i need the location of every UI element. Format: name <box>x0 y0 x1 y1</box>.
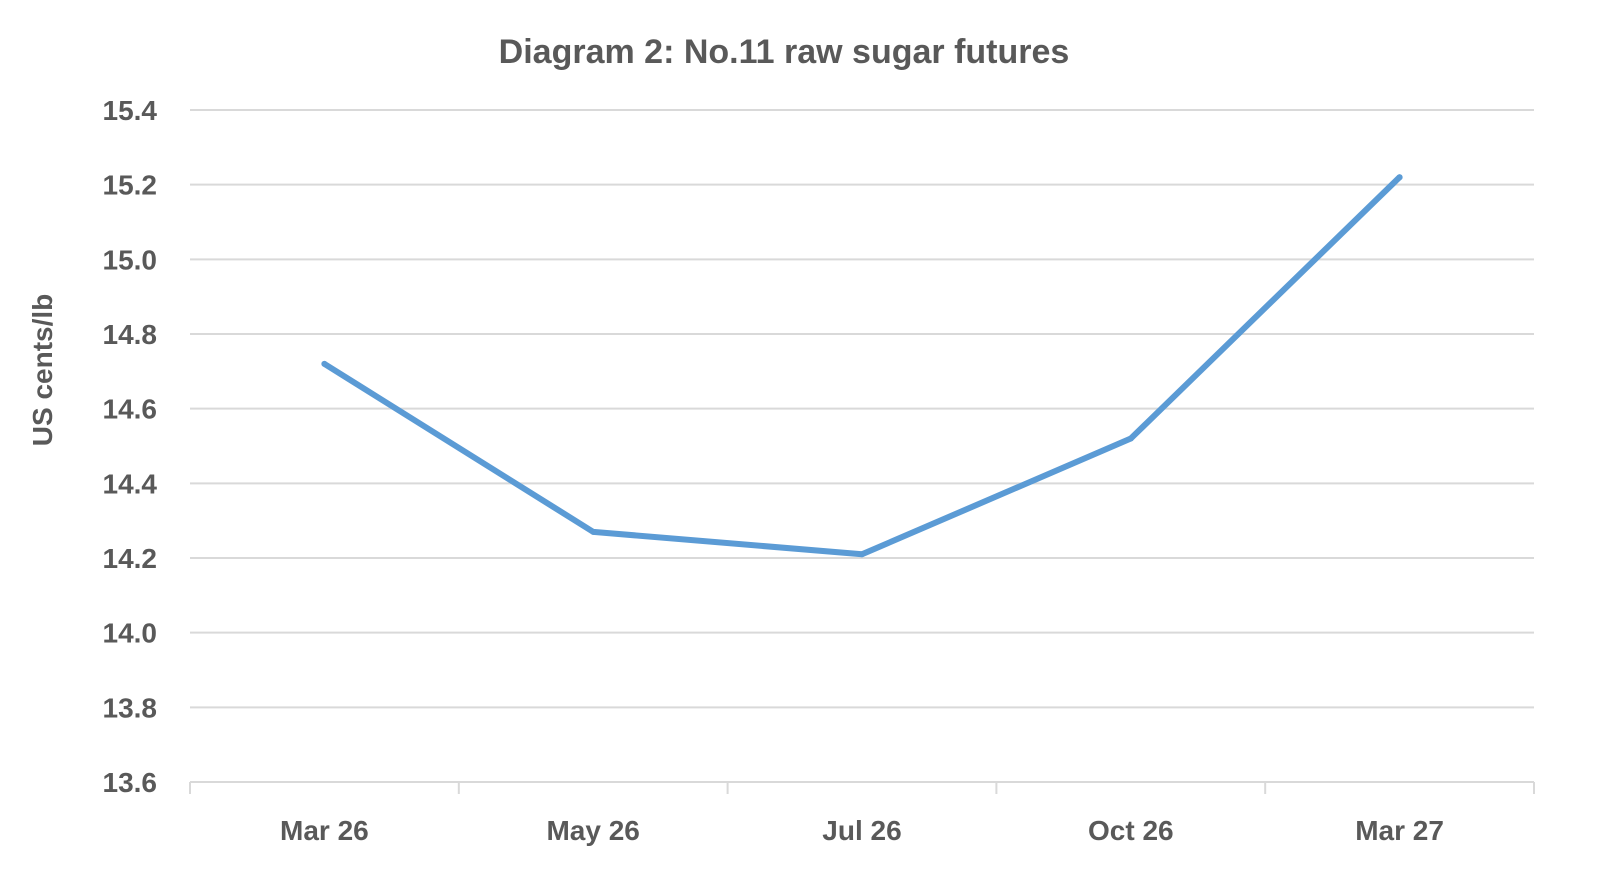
y-tick-label: 13.8 <box>103 692 158 723</box>
y-axis-label: US cents/lb <box>27 294 58 446</box>
x-tick-label: Mar 26 <box>280 815 369 846</box>
y-tick-label: 14.8 <box>103 319 158 350</box>
y-tick-label: 14.0 <box>103 618 158 649</box>
data-point <box>1127 435 1134 442</box>
x-tick-label: May 26 <box>546 815 639 846</box>
data-point <box>321 360 328 367</box>
x-tick-label: Mar 27 <box>1355 815 1444 846</box>
y-tick-label: 15.4 <box>103 95 158 126</box>
data-point <box>859 551 865 558</box>
y-tick-label: 15.2 <box>103 170 158 201</box>
y-tick-label: 14.2 <box>103 543 158 574</box>
x-tick-label: Oct 26 <box>1088 815 1174 846</box>
chart-title: Diagram 2: No.11 raw sugar futures <box>499 33 1070 71</box>
y-tick-label: 13.6 <box>103 767 158 798</box>
x-tick-label: Jul 26 <box>822 815 901 846</box>
y-tick-label: 14.4 <box>103 468 158 499</box>
y-tick-label: 14.6 <box>103 394 158 425</box>
data-point <box>1396 174 1403 181</box>
data-point <box>590 528 597 535</box>
y-tick-label: 15.0 <box>103 244 158 275</box>
series-line <box>321 174 1403 558</box>
